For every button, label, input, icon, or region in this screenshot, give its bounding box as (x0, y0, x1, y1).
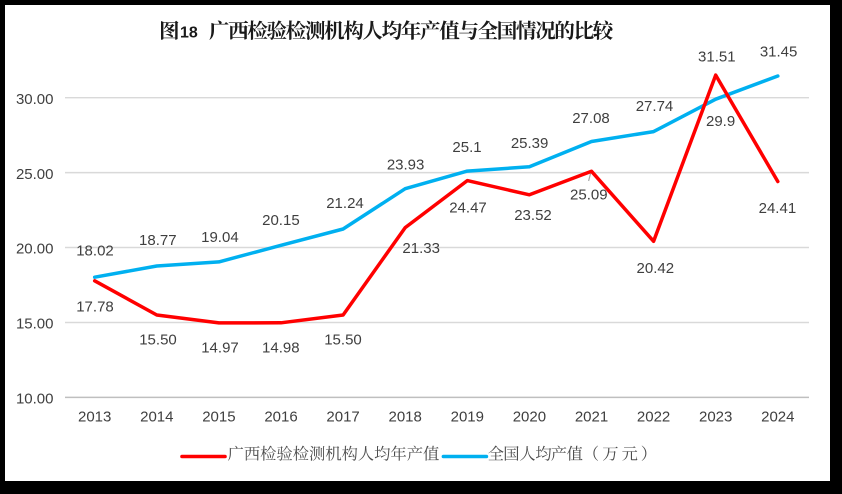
svg-text:14.98: 14.98 (262, 340, 300, 357)
svg-text:25.00: 25.00 (16, 166, 54, 183)
svg-text:2017: 2017 (326, 409, 359, 426)
svg-text:10.00: 10.00 (16, 391, 54, 408)
svg-text:24.47: 24.47 (449, 200, 487, 217)
svg-text:18.77: 18.77 (139, 232, 177, 249)
svg-text:27.74: 27.74 (636, 98, 674, 115)
svg-text:20.15: 20.15 (262, 212, 300, 229)
svg-text:15.50: 15.50 (324, 332, 362, 349)
svg-text:18: 18 (180, 25, 198, 42)
svg-text:2015: 2015 (202, 409, 235, 426)
svg-text:25.39: 25.39 (511, 135, 549, 152)
svg-text:31.51: 31.51 (698, 49, 736, 66)
svg-text:20.00: 20.00 (16, 241, 54, 258)
svg-text:23.52: 23.52 (514, 207, 552, 224)
svg-text:18.02: 18.02 (76, 243, 114, 260)
svg-text:27.08: 27.08 (572, 110, 610, 127)
svg-text:2021: 2021 (575, 409, 608, 426)
svg-text:2023: 2023 (699, 409, 732, 426)
svg-text:2020: 2020 (513, 409, 546, 426)
svg-text:14.97: 14.97 (201, 340, 239, 357)
svg-text:2024: 2024 (761, 409, 794, 426)
svg-text:17.78: 17.78 (76, 299, 114, 316)
svg-text:19.04: 19.04 (201, 229, 239, 246)
svg-text:30.00: 30.00 (16, 91, 54, 108)
svg-text:20.42: 20.42 (637, 260, 675, 277)
svg-text:2013: 2013 (78, 409, 111, 426)
svg-text:23.93: 23.93 (387, 157, 425, 174)
svg-text:2019: 2019 (451, 409, 484, 426)
svg-text:2022: 2022 (637, 409, 670, 426)
svg-text:24.41: 24.41 (759, 200, 797, 217)
svg-text:29.9: 29.9 (706, 113, 735, 130)
svg-text:15.00: 15.00 (16, 316, 54, 333)
svg-text:21.33: 21.33 (402, 240, 440, 257)
svg-text:25.09: 25.09 (570, 187, 608, 204)
svg-text:2018: 2018 (389, 409, 422, 426)
svg-text:25.1: 25.1 (452, 139, 481, 156)
svg-text:2014: 2014 (140, 409, 173, 426)
svg-text:15.50: 15.50 (139, 332, 177, 349)
svg-text:2016: 2016 (264, 409, 297, 426)
svg-text:31.45: 31.45 (760, 44, 798, 61)
svg-text:21.24: 21.24 (326, 195, 364, 212)
